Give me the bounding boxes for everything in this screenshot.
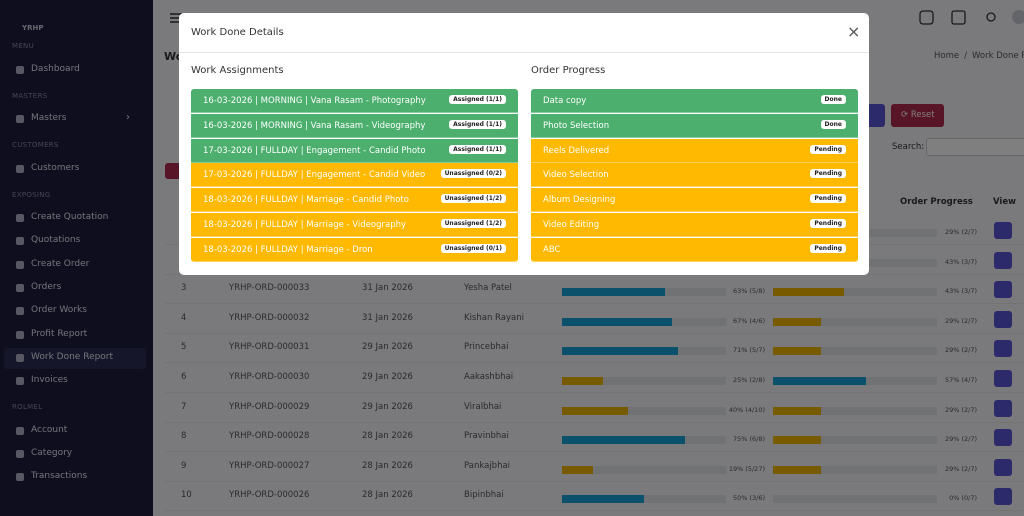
- status-badge: Pending: [810, 194, 846, 204]
- modal-title: Work Done Details: [191, 27, 284, 38]
- item-label: 18-03-2026 | FULLDAY | Marriage - Videog…: [203, 220, 407, 230]
- list-item: 16-03-2026 | MORNING | Vana Rasam - Vide…: [191, 113, 518, 138]
- status-badge: Pending: [810, 169, 846, 179]
- status-badge: Pending: [810, 243, 846, 253]
- status-badge: Assigned (1/1): [449, 144, 506, 154]
- status-badge: Unassigned (1/2): [440, 194, 506, 204]
- status-badge: Done: [820, 119, 846, 129]
- list-item: 17-03-2026 | FULLDAY | Engagement - Cand…: [191, 138, 518, 163]
- close-button[interactable]: ×: [847, 22, 861, 41]
- status-badge: Unassigned (0/1): [440, 243, 506, 253]
- list-item: Video Editing Pending: [531, 213, 858, 237]
- status-badge: Pending: [810, 219, 846, 228]
- item-label: Video Editing: [543, 220, 600, 230]
- item-label: 16-03-2026 | MORNING | Vana Rasam - Vide…: [203, 120, 426, 131]
- status-badge: Unassigned (0/2): [440, 169, 506, 179]
- status-badge: Assigned (1/1): [449, 119, 506, 129]
- item-label: Photo Selection: [543, 120, 610, 131]
- list-item: Album Designing Pending: [531, 188, 858, 213]
- item-label: 18-03-2026 | FULLDAY | Marriage - Candid…: [203, 195, 409, 206]
- item-label: 17-03-2026 | FULLDAY | Engagement - Cand…: [203, 145, 426, 156]
- modal: Work Done Details × Work Assignments Ord…: [179, 13, 869, 275]
- list-item: 16-03-2026 | MORNING | Vana Rasam - Phot…: [191, 89, 518, 113]
- status-badge: Assigned (1/1): [449, 95, 506, 104]
- list-item: Video Selection Pending: [531, 163, 858, 188]
- item-label: 16-03-2026 | MORNING | Vana Rasam - Phot…: [203, 96, 426, 106]
- list-item: Photo Selection Done: [531, 113, 858, 138]
- item-label: Album Designing: [543, 195, 616, 206]
- section-heading: Work Assignments: [191, 65, 284, 76]
- list-item: 18-03-2026 | FULLDAY | Marriage - Videog…: [191, 213, 518, 237]
- divider: [179, 52, 869, 53]
- item-label: Video Selection: [543, 170, 609, 181]
- item-label: 18-03-2026 | FULLDAY | Marriage - Dron: [203, 244, 373, 255]
- section-heading: Order Progress: [531, 65, 606, 76]
- list-item: 18-03-2026 | FULLDAY | Marriage - Candid…: [191, 188, 518, 213]
- list-item: Data copy Done: [531, 89, 858, 113]
- list-item: Reels Delivered Pending: [531, 138, 858, 163]
- item-label: ABC: [543, 244, 561, 255]
- item-label: Data copy: [543, 96, 587, 106]
- list-item: 18-03-2026 | FULLDAY | Marriage - Dron Un…: [191, 237, 518, 262]
- list-item: 17-03-2026 | FULLDAY | Engagement - Cand…: [191, 163, 518, 188]
- status-badge: Unassigned (1/2): [440, 219, 506, 228]
- item-label: 17-03-2026 | FULLDAY | Engagement - Cand…: [203, 170, 426, 181]
- item-label: Reels Delivered: [543, 145, 610, 156]
- status-badge: Done: [820, 95, 846, 104]
- status-badge: Pending: [810, 144, 846, 154]
- list-item: ABC Pending: [531, 237, 858, 262]
